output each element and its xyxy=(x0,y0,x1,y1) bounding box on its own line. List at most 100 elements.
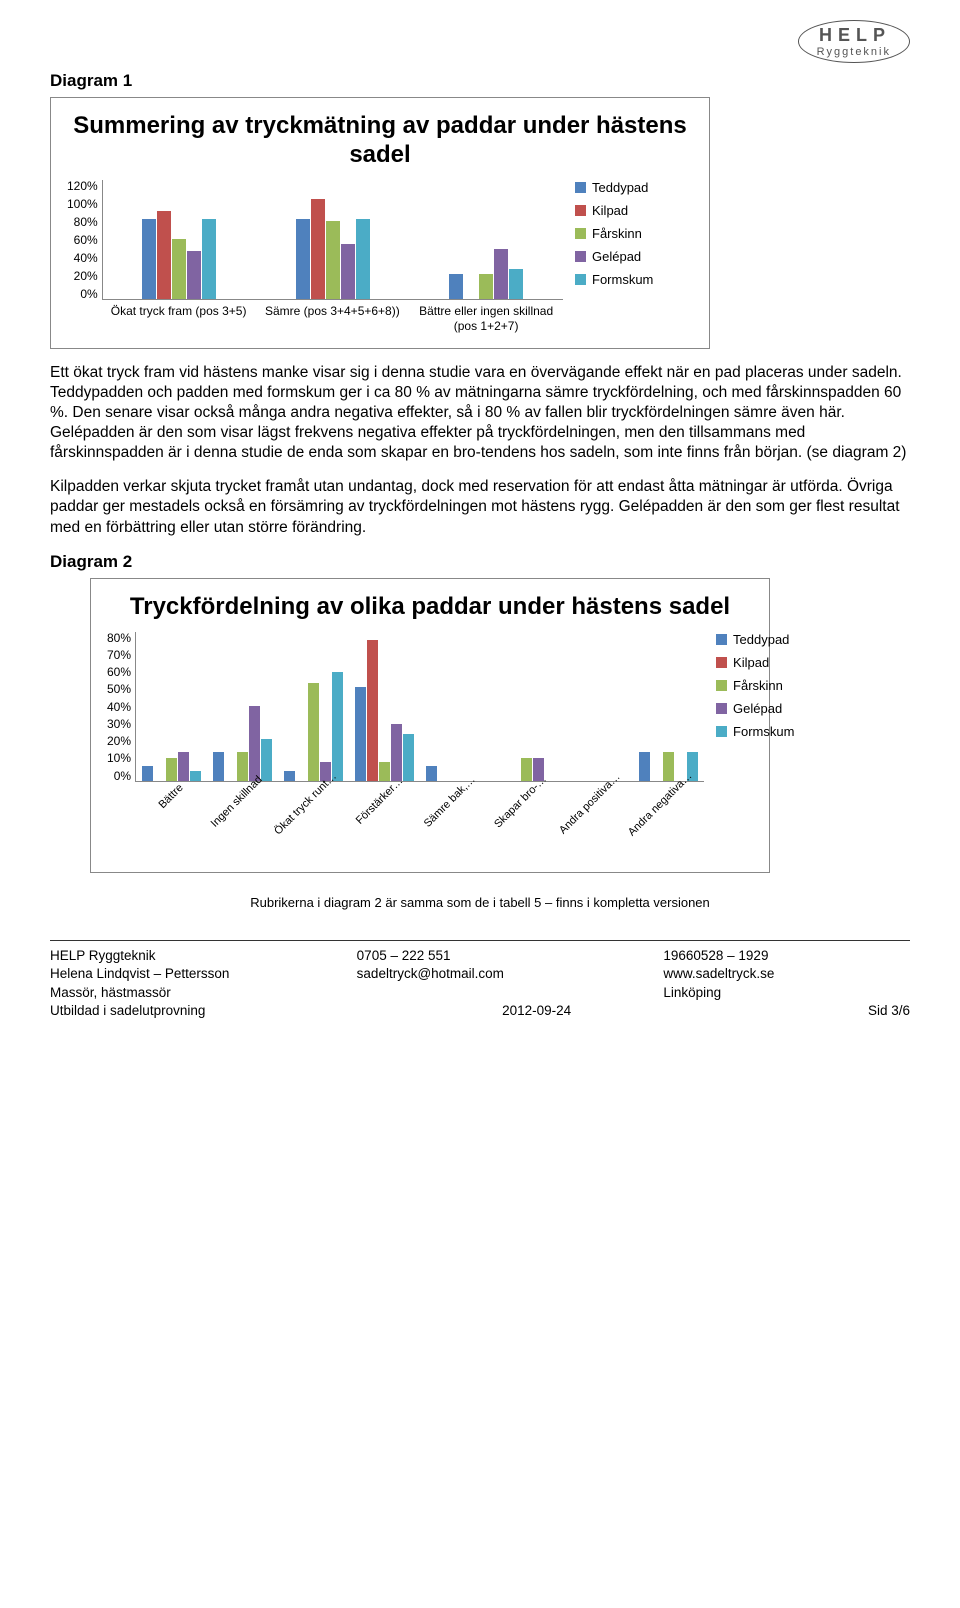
legend-label: Fårskinn xyxy=(733,678,783,693)
ytick-label: 20% xyxy=(74,270,102,282)
xtick-label: Bättre eller ingen skillnad (pos 1+2+7) xyxy=(409,304,563,334)
bar xyxy=(326,221,340,299)
bar xyxy=(142,219,156,299)
ytick-label: 100% xyxy=(67,198,102,210)
footer-page: Sid 3/6 xyxy=(868,1003,910,1018)
bar xyxy=(449,274,463,299)
bar-group xyxy=(207,706,278,781)
xtick-label: Bättre xyxy=(135,788,206,858)
legend-item: Kilpad xyxy=(716,655,794,670)
logo: HELP Ryggteknik xyxy=(50,20,910,63)
footer-c2l4: 2012-09-24 xyxy=(502,1003,571,1018)
bar xyxy=(509,269,523,299)
bar xyxy=(356,219,370,299)
bar xyxy=(479,274,493,299)
bar-group xyxy=(633,752,704,780)
bar-group xyxy=(420,766,491,781)
footer-c3l1: 19660528 – 1929 xyxy=(663,947,910,966)
footer: HELP Ryggteknik Helena Lindqvist – Pette… xyxy=(50,941,910,1004)
bar xyxy=(172,239,186,299)
chart2-title: Tryckfördelning av olika paddar under hä… xyxy=(107,593,753,622)
logo-line1: HELP xyxy=(817,25,891,46)
footer-c1l1: HELP Ryggteknik xyxy=(50,947,297,966)
legend-label: Kilpad xyxy=(733,655,769,670)
legend-item: Teddypad xyxy=(716,632,794,647)
ytick-label: 30% xyxy=(107,718,135,730)
ytick-label: 80% xyxy=(107,632,135,644)
legend-swatch xyxy=(575,274,586,285)
xtick-label: Sämre (pos 3+4+5+6+8)) xyxy=(255,304,409,334)
bar xyxy=(391,724,402,780)
legend-label: Kilpad xyxy=(592,203,628,218)
legend-swatch xyxy=(575,182,586,193)
xtick-label: Skapar bro-… xyxy=(491,788,562,858)
chart1-title: Summering av tryckmätning av paddar unde… xyxy=(67,112,693,170)
bar xyxy=(379,762,390,781)
bar-group xyxy=(103,211,256,299)
bar-group xyxy=(349,640,420,781)
ytick-label: 60% xyxy=(107,666,135,678)
footer-bottom-row: Utbildad i sadelutprovning 2012-09-24 Si… xyxy=(50,1003,910,1018)
bar xyxy=(403,734,414,781)
legend-swatch xyxy=(575,251,586,262)
legend-swatch xyxy=(716,680,727,691)
xtick-label: Ingen skillnad xyxy=(206,788,277,858)
legend-label: Formskum xyxy=(733,724,794,739)
bar xyxy=(341,244,355,299)
paragraph-2: Kilpadden verkar skjuta trycket framåt u… xyxy=(50,477,910,537)
xtick-label: Ökat tryck runt… xyxy=(277,788,348,858)
ytick-label: 80% xyxy=(74,216,102,228)
diagram2-heading: Diagram 2 xyxy=(50,552,910,572)
bar-group xyxy=(256,199,409,299)
legend-swatch xyxy=(716,726,727,737)
ytick-label: 60% xyxy=(74,234,102,246)
legend-swatch xyxy=(716,634,727,645)
legend-item: Formskum xyxy=(575,272,693,287)
legend-label: Teddypad xyxy=(733,632,789,647)
chart1-plot xyxy=(102,180,563,300)
legend-swatch xyxy=(575,228,586,239)
bar xyxy=(166,758,177,781)
bar xyxy=(311,199,325,299)
ytick-label: 40% xyxy=(107,701,135,713)
ytick-label: 0% xyxy=(114,770,135,782)
bar xyxy=(178,752,189,780)
legend-swatch xyxy=(716,657,727,668)
bar xyxy=(237,752,248,780)
bar-group xyxy=(491,758,562,781)
ytick-label: 10% xyxy=(107,752,135,764)
bar xyxy=(355,687,366,781)
chart1-box: Summering av tryckmätning av paddar unde… xyxy=(50,97,710,349)
bar-group xyxy=(410,249,563,299)
footer-c1l2: Helena Lindqvist – Pettersson xyxy=(50,965,297,984)
xtick-label: Ökat tryck fram (pos 3+5) xyxy=(102,304,256,334)
paragraph-1: Ett ökat tryck fram vid hästens manke vi… xyxy=(50,363,910,464)
ytick-label: 20% xyxy=(107,735,135,747)
bar xyxy=(426,766,437,781)
chart1-legend: TeddypadKilpadFårskinnGelépadFormskum xyxy=(563,180,693,287)
bar xyxy=(663,752,674,780)
bar xyxy=(308,683,319,781)
footer-c2l1: 0705 – 222 551 xyxy=(357,947,604,966)
bar xyxy=(367,640,378,781)
bar xyxy=(284,771,295,780)
legend-label: Formskum xyxy=(592,272,653,287)
bar-group xyxy=(278,672,349,781)
legend-label: Gelépad xyxy=(733,701,782,716)
legend-item: Gelépad xyxy=(716,701,794,716)
chart2-plot xyxy=(135,632,704,782)
bar xyxy=(521,758,532,781)
bar xyxy=(202,219,216,299)
bar xyxy=(639,752,650,780)
xtick-label: Förstärker… xyxy=(348,788,419,858)
legend-item: Fårskinn xyxy=(575,226,693,241)
xtick-label: Andra positiva… xyxy=(562,788,633,858)
footer-c3l2: www.sadeltryck.se xyxy=(663,965,910,984)
bar xyxy=(332,672,343,781)
chart2-xlabels: BättreIngen skillnadÖkat tryck runt…Förs… xyxy=(135,788,704,858)
legend-label: Fårskinn xyxy=(592,226,642,241)
footer-c1l4: Utbildad i sadelutprovning xyxy=(50,1003,205,1018)
bar xyxy=(494,249,508,299)
chart2-legend: Teddypad Kilpad Fårskinn Gelépad Formskum xyxy=(704,632,794,739)
bar xyxy=(142,766,153,781)
